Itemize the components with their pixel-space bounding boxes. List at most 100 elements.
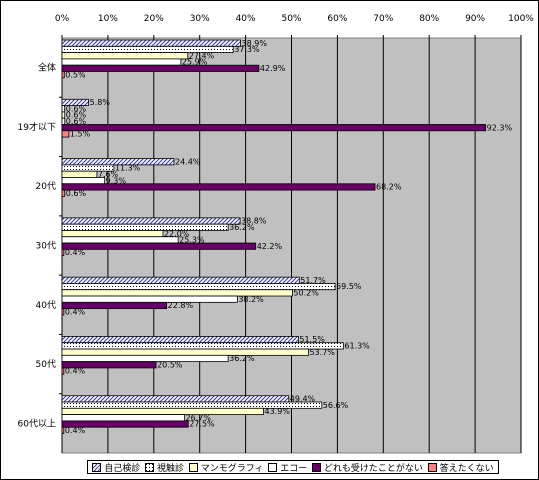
data-label: 92.3% bbox=[487, 123, 513, 132]
bar-マンモグラフィ-50代 bbox=[61, 348, 309, 356]
data-label: 37.3% bbox=[234, 45, 260, 54]
data-label: 0.6% bbox=[66, 189, 87, 198]
data-label: 61.3% bbox=[344, 342, 370, 351]
legend-swatch bbox=[145, 462, 155, 472]
x-tick-label: 100% bbox=[508, 14, 534, 24]
legend-label: 自己検診 bbox=[104, 463, 141, 474]
legend-swatch bbox=[427, 462, 437, 472]
bar-どれも受けたことがない-60代以上 bbox=[61, 420, 189, 428]
bar-マンモグラフィ-19才以下 bbox=[61, 111, 66, 119]
x-tick-label: 10% bbox=[98, 14, 118, 24]
bar-視触診-19才以下 bbox=[61, 105, 66, 113]
x-tick-label: 80% bbox=[419, 14, 439, 24]
data-label: 36.2% bbox=[229, 223, 255, 232]
bar-エコー-全体 bbox=[61, 58, 182, 66]
bar-エコー-40代 bbox=[61, 295, 238, 303]
data-label: 0.6% bbox=[66, 117, 87, 126]
data-label: 25.9% bbox=[182, 58, 208, 67]
bar-答えたくない-40代 bbox=[61, 308, 65, 316]
legend-label: マンモグラフィ bbox=[200, 463, 264, 474]
bar-自己検診-30代 bbox=[61, 217, 241, 225]
data-label: 22.0% bbox=[164, 229, 190, 238]
x-tick-label: 20% bbox=[144, 14, 164, 24]
legend-label: どれも受けたことがない bbox=[323, 463, 423, 474]
data-label: 0.6% bbox=[66, 111, 87, 120]
bar-自己検診-50代 bbox=[61, 336, 299, 344]
x-tick-label: 30% bbox=[190, 14, 210, 24]
x-tick-label: 60% bbox=[327, 14, 347, 24]
bar-エコー-30代 bbox=[61, 236, 179, 244]
data-label: 53.7% bbox=[309, 348, 335, 357]
bar-どれも受けたことがない-30代 bbox=[61, 242, 257, 250]
data-label: 51.5% bbox=[299, 335, 325, 344]
data-label: 43.9% bbox=[265, 407, 291, 416]
legend-item: 視触診 bbox=[145, 461, 184, 474]
bar-どれも受けたことがない-19才以下 bbox=[61, 124, 487, 132]
legend-swatch bbox=[188, 462, 198, 472]
bar-視触診-30代 bbox=[61, 223, 229, 231]
legend: 自己検診 視触診 マンモグラフィ エコー どれも受けたことがない 答えたくない bbox=[87, 460, 499, 474]
bar-マンモグラフィ-60代以上 bbox=[61, 407, 264, 416]
bar-自己検診-40代 bbox=[61, 276, 300, 284]
legend-item: マンモグラフィ bbox=[188, 461, 264, 474]
category-label: 30代 bbox=[36, 241, 56, 252]
bar-どれも受けたことがない-全体 bbox=[61, 64, 260, 72]
data-label: 49.4% bbox=[290, 395, 316, 404]
data-label: 50.2% bbox=[293, 289, 319, 298]
data-label: 25.3% bbox=[179, 236, 205, 245]
bar-答えたくない-30代 bbox=[61, 248, 65, 257]
bar-エコー-19才以下 bbox=[61, 117, 66, 125]
data-label: 38.2% bbox=[238, 295, 264, 304]
category-label: 60代以上 bbox=[18, 418, 56, 429]
bar-どれも受けたことがない-40代 bbox=[61, 301, 168, 310]
category-label: 全体 bbox=[38, 62, 56, 74]
bar-自己検診-19才以下 bbox=[61, 98, 90, 106]
bar-エコー-60代以上 bbox=[61, 414, 185, 422]
data-label: 42.2% bbox=[257, 242, 283, 251]
category-label: 19才以下 bbox=[18, 121, 56, 133]
data-label: 9.3% bbox=[106, 176, 127, 185]
data-label: 27.4% bbox=[189, 51, 215, 60]
data-label: 59.5% bbox=[336, 282, 362, 291]
data-label: 22.8% bbox=[168, 301, 194, 310]
bar-自己検診-20代 bbox=[61, 158, 175, 166]
legend-label: 答えたくない bbox=[439, 463, 494, 474]
x-tick-label: 0% bbox=[55, 14, 70, 24]
bar-エコー-50代 bbox=[61, 354, 229, 363]
legend-item: エコー bbox=[268, 461, 307, 474]
bar-答えたくない-20代 bbox=[61, 189, 66, 197]
data-label: 56.6% bbox=[323, 401, 349, 410]
data-label: 26.7% bbox=[186, 413, 212, 422]
data-label: 1.5% bbox=[70, 130, 91, 139]
x-tick-label: 40% bbox=[236, 14, 256, 24]
data-label: 20.5% bbox=[157, 360, 183, 369]
bar-答えたくない-19才以下 bbox=[61, 130, 70, 138]
data-label: 0.4% bbox=[65, 426, 86, 435]
legend-item: どれも受けたことがない bbox=[311, 461, 423, 474]
category-label: 20代 bbox=[36, 181, 56, 192]
bar-自己検診-全体 bbox=[61, 39, 241, 47]
legend-label: エコー bbox=[280, 463, 308, 474]
legend-item: 自己検診 bbox=[92, 461, 140, 474]
data-label: 27.5% bbox=[189, 420, 215, 429]
category-label: 50代 bbox=[36, 359, 56, 370]
data-label: 7.6% bbox=[98, 170, 119, 179]
bar-答えたくない-60代以上 bbox=[61, 426, 65, 434]
data-label: 11.3% bbox=[115, 164, 141, 173]
data-label: 0.5% bbox=[65, 70, 86, 79]
data-label: 0.4% bbox=[65, 367, 86, 376]
data-label: 24.4% bbox=[175, 157, 201, 166]
x-tick-label: 90% bbox=[465, 14, 485, 24]
bar-答えたくない-全体 bbox=[61, 71, 65, 79]
legend-swatch bbox=[311, 462, 321, 472]
data-label: 5.8% bbox=[90, 98, 111, 107]
legend-item: 答えたくない bbox=[427, 461, 494, 474]
legend-swatch bbox=[92, 462, 102, 472]
bar-マンモグラフィ-30代 bbox=[61, 230, 164, 238]
data-label: 0.6% bbox=[66, 104, 87, 113]
legend-label: 視触診 bbox=[157, 463, 185, 474]
bar-答えたくない-50代 bbox=[61, 367, 65, 375]
legend-swatch bbox=[268, 462, 278, 472]
bar-自己検診-60代以上 bbox=[61, 395, 290, 403]
